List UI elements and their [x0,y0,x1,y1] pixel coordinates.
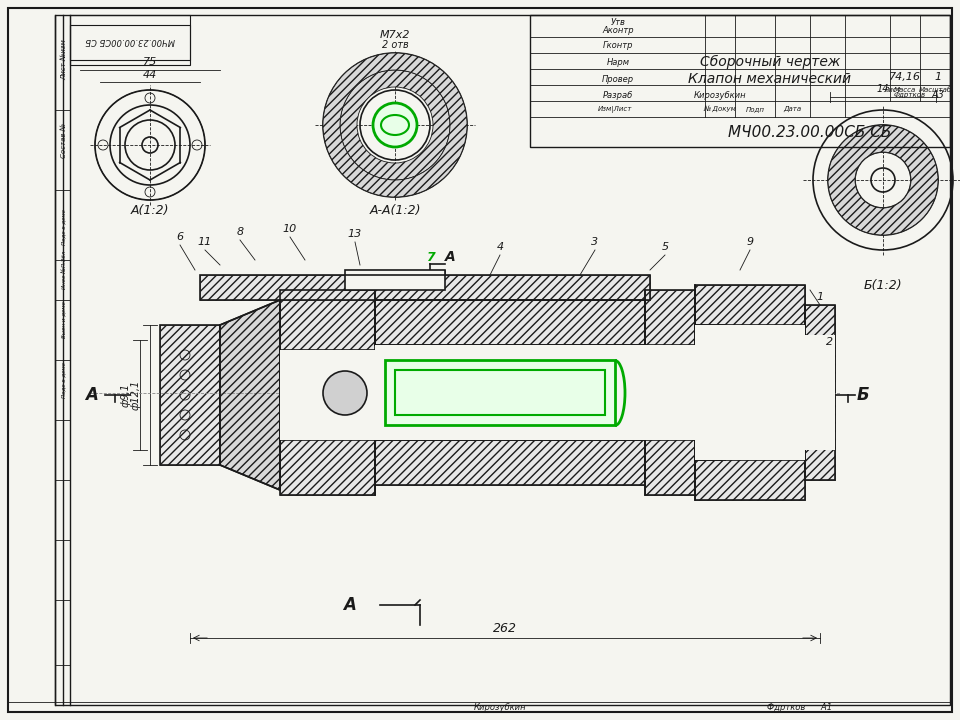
Bar [200,275,650,300]
Wedge shape [323,53,467,197]
Text: Масса: Масса [894,87,916,93]
Text: Разраб: Разраб [603,91,634,99]
Text: Б: Б [856,386,870,404]
Text: Лист: Лист [883,87,900,93]
Bar [345,270,385,290]
Text: 8: 8 [236,227,244,237]
Text: Б(1:2): Б(1:2) [864,279,902,292]
Bar [375,440,645,485]
Bar [405,270,445,290]
Text: 4: 4 [496,242,504,252]
Text: А: А [344,596,356,614]
Text: № Докум: № Докум [704,106,736,112]
Text: А(1:2): А(1:2) [131,204,169,217]
Text: Кирозубкин: Кирозубкин [473,703,526,713]
Text: Изм|Лист: Изм|Лист [598,106,633,112]
Text: Гконтр: Гконтр [603,40,634,50]
Bar [200,275,650,300]
Wedge shape [828,125,938,235]
Text: 14: 14 [876,84,889,94]
Text: А3: А3 [931,90,945,100]
Text: 5: 5 [661,242,668,252]
Wedge shape [340,70,450,180]
Bar [280,290,375,495]
Text: 13: 13 [348,229,362,239]
Text: Аконтр: Аконтр [602,25,634,35]
Bar [695,285,805,500]
Bar [695,325,805,460]
Text: А: А [444,250,455,264]
Text: 11: 11 [198,237,212,247]
Text: Нарм: Нарм [607,58,630,66]
Bar [70,15,190,65]
Text: Состав №: Состав № [61,122,67,158]
Circle shape [323,371,367,415]
Text: Фдртков      А1: Фдртков А1 [767,703,832,713]
Bar [375,440,645,485]
Text: 7: 7 [425,251,434,264]
Text: Подп: Подп [746,106,764,112]
Bar [805,305,835,480]
Text: Фдртков: Фдртков [894,92,926,98]
Text: 10: 10 [283,224,298,234]
Bar [280,290,375,495]
Text: 262: 262 [493,621,517,634]
Text: А: А [85,386,99,404]
Bar [695,325,725,460]
Bar [395,370,605,415]
Bar [695,325,725,460]
Text: А-А(1:2): А-А(1:2) [370,204,420,217]
Bar [645,345,695,440]
Text: ф12,1: ф12,1 [131,380,141,410]
Bar [345,270,445,290]
Text: Клапон механический: Клапон механический [688,72,852,86]
Text: 9: 9 [747,237,754,247]
Text: 74,16: 74,16 [889,72,921,82]
Text: 6: 6 [177,232,183,242]
Text: 44: 44 [143,70,157,80]
Text: Дата: Дата [783,106,801,112]
Text: Поде в деме: Поде в деме [61,209,66,245]
Text: МЧ00.23.00.00СБ СБ: МЧ00.23.00.00СБ СБ [85,35,175,45]
Text: Провер: Провер [602,74,634,84]
Bar [695,350,725,435]
Text: Поде в деме: Поде в деме [61,362,66,398]
Bar [805,305,835,480]
Bar [805,335,835,450]
Bar [375,345,645,440]
Text: 2 отв: 2 отв [382,40,408,50]
Circle shape [373,103,417,147]
Bar [385,360,615,425]
Text: 1: 1 [934,72,942,82]
Bar [280,350,375,440]
Bar [695,285,805,500]
Text: Инее №П.Збл: Инее №П.Збл [61,251,66,289]
Bar [645,290,695,495]
Text: Утв: Утв [611,17,625,27]
Bar [160,325,220,465]
Polygon shape [220,300,280,490]
Bar [375,300,645,345]
Text: МЧ00.23.00.00СБ СБ: МЧ00.23.00.00СБ СБ [729,125,892,140]
Text: 75: 75 [143,57,157,67]
Text: Кирозубкин: Кирозубкин [694,91,746,99]
Bar [160,325,220,465]
Text: 3: 3 [591,237,599,247]
Text: 2: 2 [827,337,833,347]
Text: Масштаб: Масштаб [919,87,951,93]
Text: 1: 1 [816,292,824,302]
Bar [530,15,950,147]
Bar [645,290,695,495]
Bar [70,25,190,60]
Text: М7х2: М7х2 [380,30,410,40]
Bar [375,300,645,345]
Text: Лист №изм: Лист №изм [61,40,67,81]
Text: Сборочный чертеж: Сборочный чертеж [700,55,840,69]
Text: Выен и деме: Выен и деме [61,302,66,338]
Text: ф9,1: ф9,1 [121,383,131,407]
Bar [280,350,375,440]
